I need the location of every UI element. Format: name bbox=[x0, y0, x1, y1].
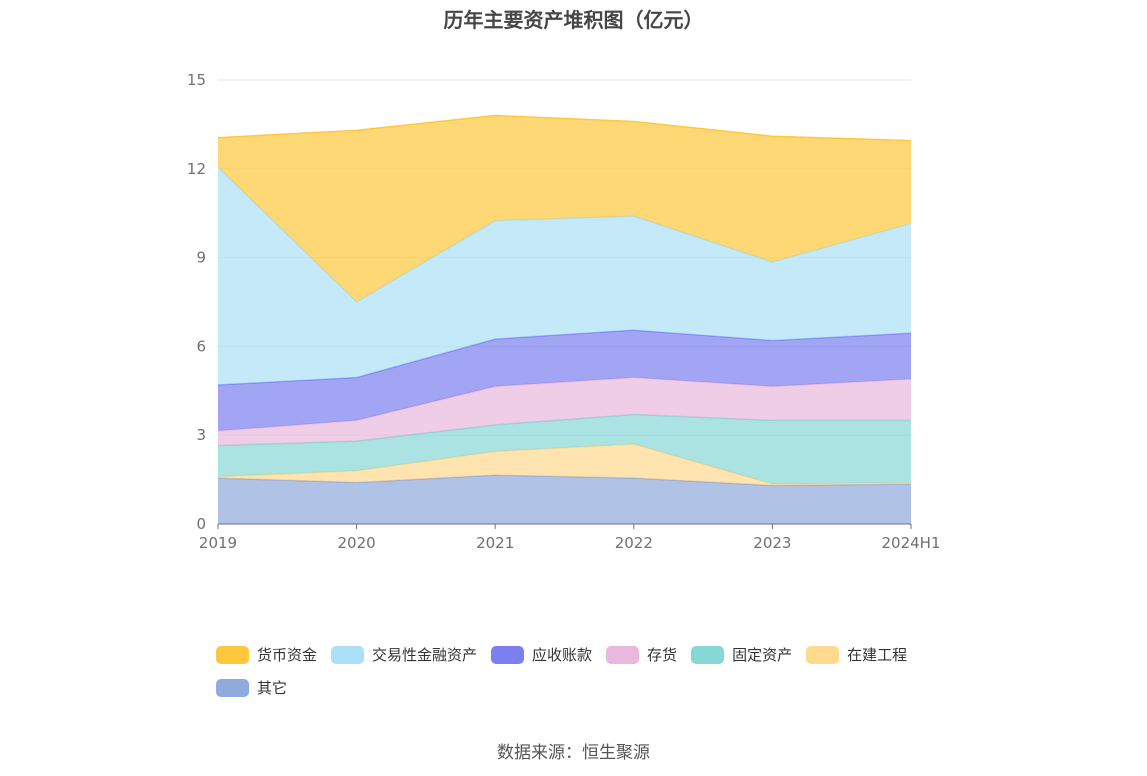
legend-swatch bbox=[691, 645, 725, 664]
area-应收账款[interactable] bbox=[218, 330, 911, 431]
legend-item[interactable]: 应收账款 bbox=[491, 638, 592, 671]
area-交易性金融资产[interactable] bbox=[218, 167, 911, 385]
legend-item[interactable]: 交易性金融资产 bbox=[331, 638, 477, 671]
y-tick-label: 6 bbox=[196, 337, 206, 355]
area-在建工程[interactable] bbox=[218, 444, 911, 486]
legend-label: 存货 bbox=[647, 646, 678, 664]
legend-label: 交易性金融资产 bbox=[372, 646, 478, 664]
area-series bbox=[217, 114, 912, 524]
line-存货 bbox=[217, 376, 912, 432]
x-tick-label: 2024H1 bbox=[882, 534, 941, 552]
area-货币资金[interactable] bbox=[218, 115, 911, 303]
legend-swatch bbox=[331, 645, 365, 664]
legend-item[interactable]: 其它 bbox=[216, 671, 287, 704]
area-其它[interactable] bbox=[218, 475, 911, 524]
legend-item[interactable]: 在建工程 bbox=[806, 638, 907, 671]
legend-label: 应收账款 bbox=[532, 646, 593, 664]
y-tick-label: 15 bbox=[187, 71, 206, 89]
legend-swatch bbox=[606, 645, 640, 664]
x-axis: 2019 2020 2021 2022 2023 2024H1 bbox=[199, 523, 941, 552]
x-tick-label: 2022 bbox=[615, 534, 653, 552]
legend-label: 固定资产 bbox=[732, 646, 793, 664]
x-tick-label: 2023 bbox=[753, 534, 791, 552]
area-固定资产[interactable] bbox=[218, 414, 911, 485]
line-货币资金 bbox=[217, 114, 912, 142]
y-axis-ticks: 0 3 6 9 12 15 bbox=[187, 71, 206, 533]
x-tick-label: 2019 bbox=[199, 534, 237, 552]
stacked-area-chart: 0 3 6 9 12 15 2019 2020 2021 2022 2023 2024H1 bbox=[187, 71, 941, 552]
x-tick-label: 2020 bbox=[338, 534, 376, 552]
legend-swatch bbox=[216, 678, 249, 697]
legend-swatch bbox=[491, 645, 525, 664]
y-tick-label: 3 bbox=[196, 426, 206, 444]
legend: 货币资金 交易性金融资产 应收账款 存货 固定资产 在建工程其它 bbox=[216, 638, 976, 704]
data-source: 数据来源：恒生聚源 bbox=[497, 743, 650, 763]
chart-title: 历年主要资产堆积图（亿元） bbox=[443, 8, 704, 32]
x-tick-label: 2021 bbox=[476, 534, 514, 552]
y-tick-label: 0 bbox=[196, 515, 206, 533]
line-其它 bbox=[217, 474, 912, 487]
legend-label: 货币资金 bbox=[257, 646, 318, 664]
legend-label: 在建工程 bbox=[847, 646, 908, 664]
y-tick-label: 12 bbox=[187, 160, 206, 178]
area-存货[interactable] bbox=[218, 377, 911, 446]
legend-label: 其它 bbox=[257, 679, 288, 697]
legend-item[interactable]: 存货 bbox=[606, 638, 677, 671]
legend-item[interactable]: 固定资产 bbox=[691, 638, 792, 671]
legend-item[interactable]: 货币资金 bbox=[216, 638, 317, 671]
legend-swatch bbox=[806, 645, 840, 664]
legend-swatch bbox=[216, 645, 249, 664]
y-tick-label: 9 bbox=[196, 249, 206, 267]
